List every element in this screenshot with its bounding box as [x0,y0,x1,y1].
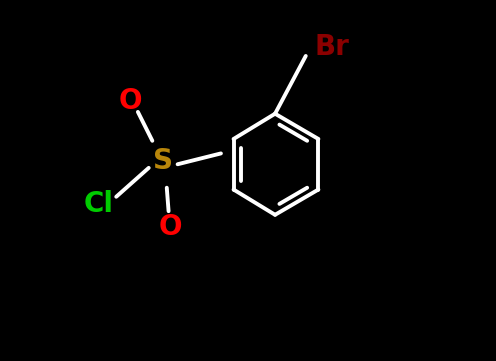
Text: O: O [119,87,142,115]
Text: O: O [159,213,182,242]
Text: Cl: Cl [83,190,113,218]
Text: S: S [153,147,173,175]
Text: Br: Br [315,33,350,61]
